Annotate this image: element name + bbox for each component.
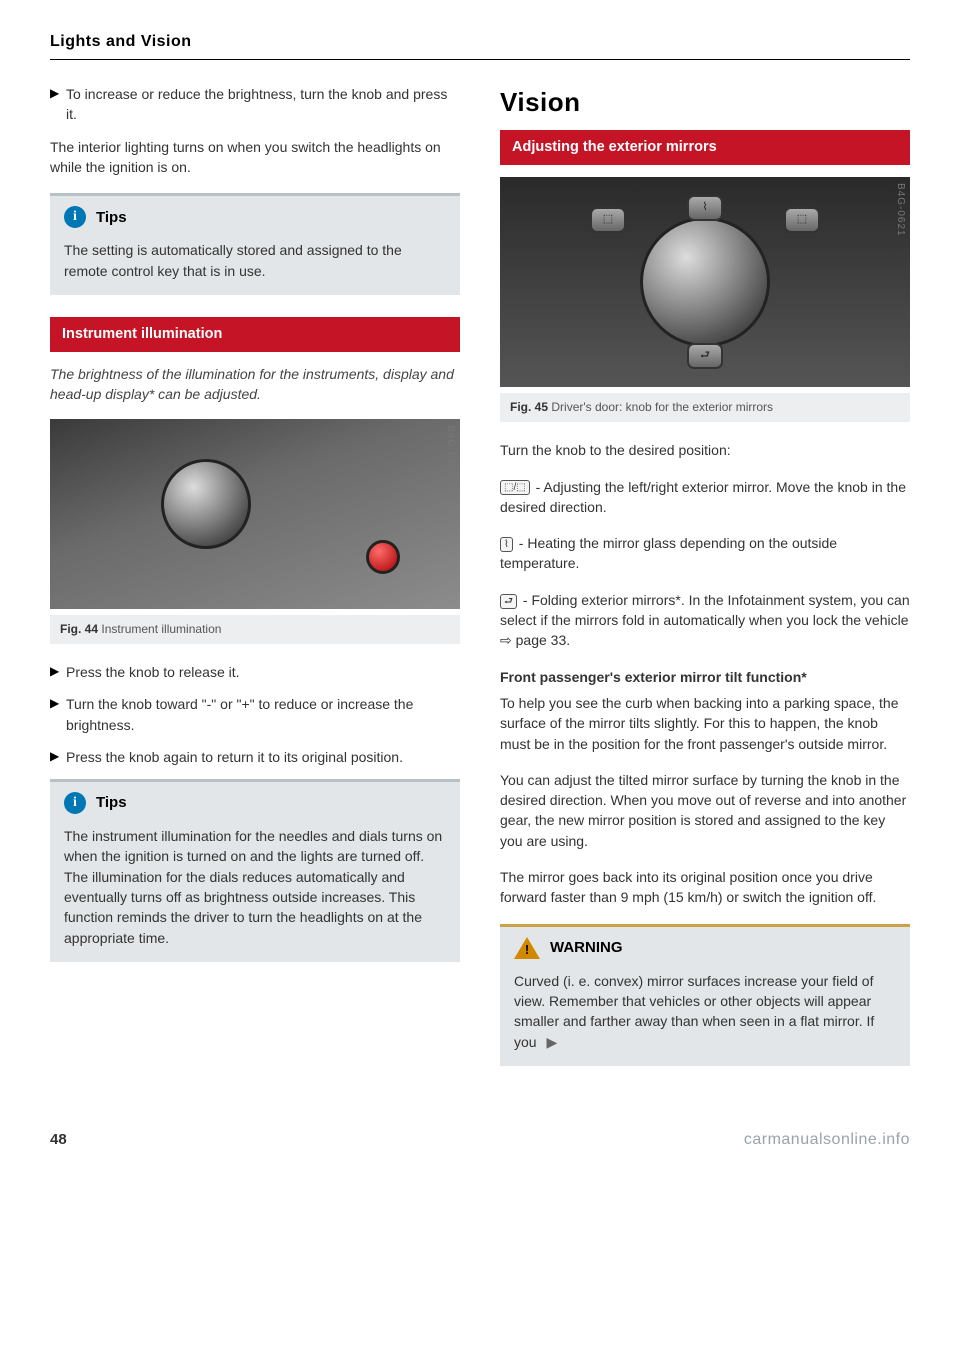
body-paragraph: The mirror goes back into its original p… — [500, 867, 910, 908]
page-footer: 48 carmanualsonline.info — [50, 1128, 910, 1151]
bullet-marker-icon: ▶ — [50, 694, 66, 735]
tips-body: The setting is automatically stored and … — [64, 240, 446, 281]
tips-label: Tips — [96, 207, 127, 229]
left-column: ▶ To increase or reduce the brightness, … — [50, 84, 460, 1088]
mirror-fold-icon: ⮐ — [687, 343, 723, 369]
mirror-right-icon: ⬚ — [784, 207, 820, 233]
bullet-marker-icon: ▶ — [50, 84, 66, 125]
bullet-text: To increase or reduce the brightness, tu… — [66, 84, 460, 125]
mirror-heat-icon: ⌇ — [500, 537, 513, 552]
right-column: Vision Adjusting the exterior mirrors ⬚ … — [500, 84, 910, 1088]
bullet-item: ▶ Press the knob again to return it to i… — [50, 747, 460, 767]
figure-45: ⬚ ⬚ ⌇ ⮐ B4G-0621 — [500, 177, 910, 387]
figure-code: B4G-0560 — [443, 425, 458, 479]
mirror-fold-text: - Folding exterior mirrors*. In the Info… — [500, 592, 910, 628]
page-header: Lights and Vision — [50, 30, 910, 60]
body-paragraph: You can adjust the tilted mirror surface… — [500, 770, 910, 851]
subsection-heading: Instrument illumination — [50, 317, 460, 352]
info-icon: i — [64, 206, 86, 228]
bullet-item: ▶ Turn the knob toward "-" or "+" to red… — [50, 694, 460, 735]
footer-source-link[interactable]: carmanualsonline.info — [744, 1128, 910, 1151]
mirror-heat-text: - Heating the mirror glass depending on … — [500, 535, 837, 571]
bullet-item: ▶ Press the knob to release it. — [50, 662, 460, 682]
figure-label: Fig. 44 — [60, 622, 98, 636]
mirror-heat-icon: ⌇ — [687, 195, 723, 221]
figure-label: Fig. 45 — [510, 400, 548, 414]
figure-44: B4G-0560 — [50, 419, 460, 609]
mirror-lr-item: ⬚/⬚ - Adjusting the left/right exterior … — [500, 477, 910, 518]
bullet-marker-icon: ▶ — [50, 662, 66, 682]
mirror-fold-icon: ⮐ — [500, 594, 517, 609]
warning-body: Curved (i. e. convex) mirror surfaces in… — [514, 973, 874, 1050]
mirror-fold-item: ⮐ - Folding exterior mirrors*. In the In… — [500, 590, 910, 651]
tips-callout: i Tips The instrument illumination for t… — [50, 779, 460, 962]
figure-caption: Fig. 44 Instrument illumination — [50, 615, 460, 644]
mirror-lr-text: - Adjusting the left/right exterior mirr… — [500, 479, 906, 515]
figure-caption-text: Instrument illumination — [101, 622, 221, 636]
bullet-text: Turn the knob toward "-" or "+" to reduc… — [66, 694, 460, 735]
page-reference: ⇨ page 33. — [500, 632, 570, 648]
mirror-heat-item: ⌇ - Heating the mirror glass depending o… — [500, 533, 910, 574]
info-icon: i — [64, 792, 86, 814]
tips-label: Tips — [96, 792, 127, 814]
tips-body: The instrument illumination for the need… — [64, 826, 446, 948]
page-number: 48 — [50, 1129, 67, 1151]
bullet-text: Press the knob again to return it to its… — [66, 747, 460, 767]
warning-label: WARNING — [550, 937, 623, 959]
intro-text: The brightness of the illumination for t… — [50, 364, 460, 405]
body-paragraph: Turn the knob to the desired position: — [500, 440, 910, 460]
body-paragraph: The interior lighting turns on when you … — [50, 137, 460, 178]
bullet-text: Press the knob to release it. — [66, 662, 460, 682]
subsection-heading: Adjusting the exterior mirrors — [500, 130, 910, 165]
warning-callout: WARNING Curved (i. e. convex) mirror sur… — [500, 924, 910, 1066]
continuation-arrow-icon: ▶ — [546, 1034, 557, 1050]
figure-caption: Fig. 45 Driver's door: knob for the exte… — [500, 393, 910, 422]
subheading: Front passenger's exterior mirror tilt f… — [500, 667, 910, 687]
tips-callout: i Tips The setting is automatically stor… — [50, 193, 460, 295]
body-paragraph: To help you see the curb when backing in… — [500, 693, 910, 754]
figure-caption-text: Driver's door: knob for the exterior mir… — [551, 400, 773, 414]
bullet-item: ▶ To increase or reduce the brightness, … — [50, 84, 460, 125]
section-title: Vision — [500, 84, 910, 122]
bullet-marker-icon: ▶ — [50, 747, 66, 767]
mirror-lr-icon: ⬚/⬚ — [500, 480, 530, 495]
figure-code: B4G-0621 — [893, 183, 908, 237]
warning-icon — [514, 937, 540, 959]
mirror-left-icon: ⬚ — [590, 207, 626, 233]
